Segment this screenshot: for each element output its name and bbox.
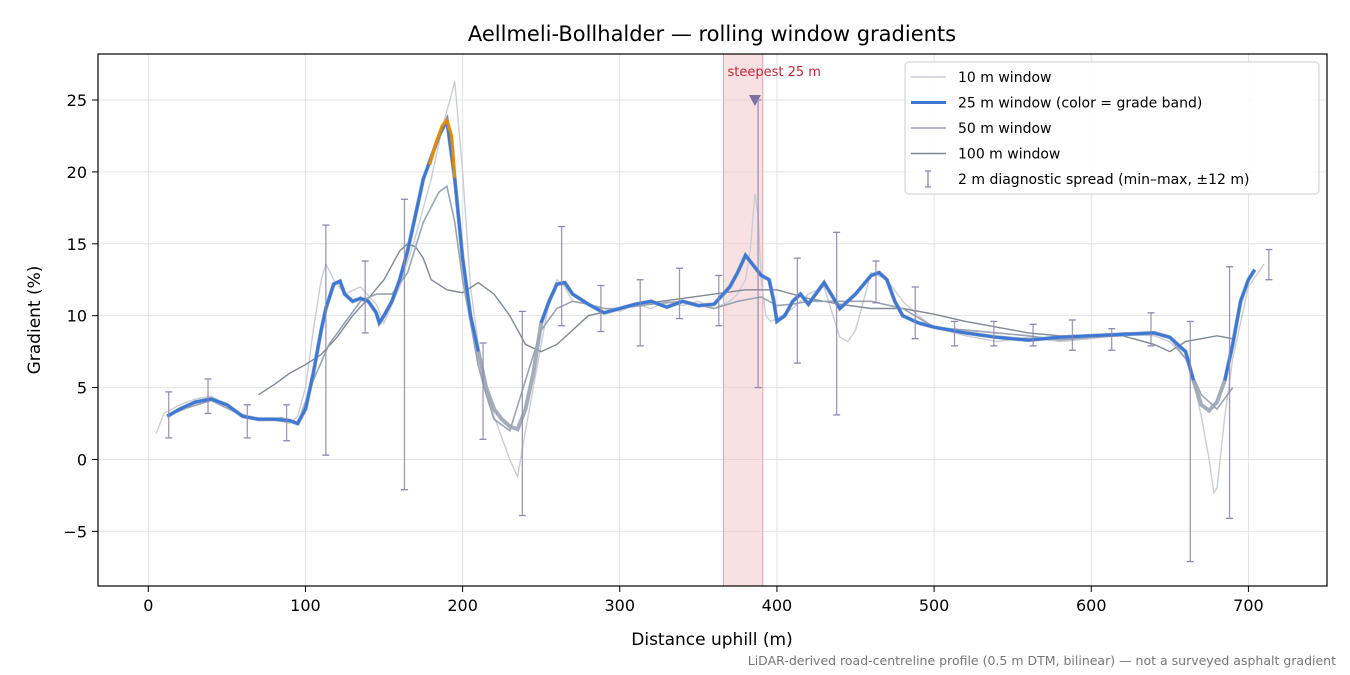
- x-tick-label: 600: [1076, 596, 1107, 615]
- x-tick-label: 500: [919, 596, 950, 615]
- legend-label: 2 m diagnostic spread (min–max, ±12 m): [958, 172, 1249, 188]
- diagnostic-errorbar: [1226, 266, 1234, 520]
- diagnostic-errorbar: [636, 279, 644, 347]
- diagnostic-spread-layer: [165, 99, 1273, 563]
- series-layer: [155, 81, 1265, 495]
- series-line-100m: [257, 242, 1233, 396]
- diagnostic-errorbar: [872, 260, 880, 304]
- diagnostic-errorbar: [1029, 323, 1037, 347]
- y-tick-label: 0: [77, 450, 87, 469]
- x-tick-label: 700: [1233, 596, 1264, 615]
- x-tick-label: 100: [290, 596, 321, 615]
- diagnostic-errorbar: [479, 342, 487, 440]
- y-tick-label: 10: [67, 307, 87, 326]
- diagnostic-errorbar: [283, 404, 291, 442]
- y-tick-label: 25: [67, 91, 87, 110]
- diagnostic-errorbar: [558, 225, 566, 327]
- diagnostic-errorbar: [715, 274, 723, 327]
- diagnostic-errorbar: [322, 224, 330, 456]
- series-line-25m-high-band: [428, 116, 457, 178]
- y-axis-ticks: −5 0 5 10 15 20 25: [63, 91, 98, 541]
- y-tick-label: 5: [77, 379, 87, 398]
- diagnostic-errorbar: [1108, 327, 1116, 351]
- diagnostic-errorbar: [1265, 248, 1273, 281]
- diagnostic-errorbar: [361, 260, 369, 334]
- diagnostic-errorbar: [165, 391, 173, 439]
- legend-label: 100 m window: [958, 147, 1060, 163]
- plot-frame: [97, 53, 1328, 587]
- legend-entry: 25 m window (color = grade band): [911, 96, 1202, 112]
- series-line-25m-band: [539, 252, 1195, 381]
- x-tick-label: 0: [143, 596, 153, 615]
- y-tick-label: 20: [67, 163, 87, 182]
- x-axis-label: Distance uphill (m): [631, 630, 792, 650]
- x-tick-label: 300: [605, 596, 636, 615]
- y-axis-label: Gradient (%): [25, 266, 45, 375]
- diagnostic-errorbar: [1186, 320, 1194, 563]
- diagnostic-errorbar: [1147, 312, 1155, 347]
- diagnostic-errorbar: [911, 286, 919, 340]
- legend-entry: 100 m window: [911, 147, 1060, 163]
- diagnostic-errorbar: [951, 320, 959, 347]
- diagnostic-errorbar: [597, 284, 605, 333]
- x-tick-label: 400: [762, 596, 793, 615]
- legend-entry: 50 m window: [911, 121, 1051, 137]
- diagnostic-errorbar: [400, 198, 408, 491]
- legend-label: 10 m window: [958, 70, 1051, 86]
- diagnostic-errorbar: [990, 320, 998, 347]
- x-tick-label: 200: [447, 596, 478, 615]
- diagnostic-errorbar: [675, 267, 683, 320]
- highlight-label: steepest 25 m: [728, 65, 821, 80]
- diagnostic-errorbar: [793, 257, 801, 364]
- diagnostic-errorbar: [243, 404, 251, 439]
- highlight-band: [723, 53, 764, 587]
- y-tick-label: −5: [63, 522, 87, 541]
- diagnostic-errorbar: [518, 310, 526, 517]
- footnote: LiDAR-derived road-centreline profile (0…: [748, 653, 1336, 668]
- diagnostic-errorbar: [754, 99, 762, 389]
- legend-entry: 10 m window: [911, 70, 1051, 86]
- legend: 10 m window 25 m window (color = grade ba…: [904, 61, 1320, 195]
- diagnostic-errorbar: [204, 378, 212, 415]
- chart-title: Aellmeli-Bollhalder — rolling window gra…: [468, 22, 956, 46]
- legend-label: 25 m window (color = grade band): [958, 96, 1202, 112]
- legend-box: [904, 61, 1320, 195]
- y-tick-label: 15: [67, 235, 87, 254]
- legend-entry: 2 m diagnostic spread (min–max, ±12 m): [925, 170, 1249, 188]
- legend-label: 50 m window: [958, 121, 1051, 137]
- diagnostic-errorbar: [1068, 319, 1076, 351]
- diagnostic-errorbar: [833, 231, 841, 416]
- x-axis-ticks: 0 100 200 300 400 500 600 700: [143, 586, 1264, 615]
